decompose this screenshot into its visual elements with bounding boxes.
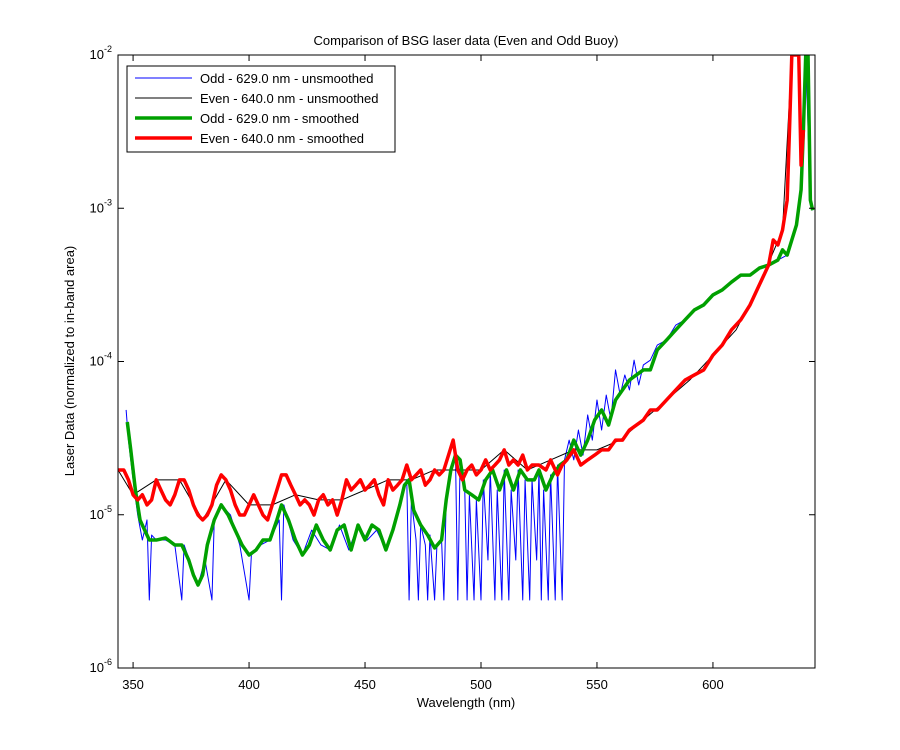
legend-label: Even - 640.0 nm - unsmoothed [200,91,379,106]
y-tick-exponent: -3 [104,197,112,207]
y-tick-base: 10 [90,507,104,522]
y-tick-base: 10 [90,354,104,369]
x-axis-label: Wavelength (nm) [417,695,516,710]
y-tick-label: 10-6 [90,657,112,675]
data-line [118,55,806,522]
y-tick-label: 10-3 [90,197,112,215]
y-tick-base: 10 [90,200,104,215]
y-tick-exponent: -5 [104,504,112,514]
x-tick-label: 550 [586,677,608,692]
x-tick-label: 600 [702,677,724,692]
legend-label: Odd - 629.0 nm - unsmoothed [200,71,373,86]
y-tick-base: 10 [90,47,104,62]
chart-title: Comparison of BSG laser data (Even and O… [314,33,619,48]
y-tick-exponent: -4 [104,351,112,361]
y-tick-label: 10-2 [90,44,112,62]
legend-label: Odd - 629.0 nm - smoothed [200,111,359,126]
legend-label: Even - 640.0 nm - smoothed [200,131,364,146]
x-tick-label: 350 [122,677,144,692]
x-tick-label: 500 [470,677,492,692]
x-tick-label: 400 [238,677,260,692]
plot-lines [118,55,815,601]
x-tick-label: 450 [354,677,376,692]
y-tick-base: 10 [90,660,104,675]
data-line [125,55,815,587]
legend: Odd - 629.0 nm - unsmoothed Even - 640.0 … [126,65,396,153]
y-tick-label: 10-5 [90,504,112,522]
y-tick-exponent: -2 [104,44,112,54]
y-tick-label: 10-4 [90,351,112,369]
data-line [125,55,814,601]
y-axis-label: Laser Data (normalized to in-band area) [62,246,77,477]
y-tick-exponent: -6 [104,657,112,667]
